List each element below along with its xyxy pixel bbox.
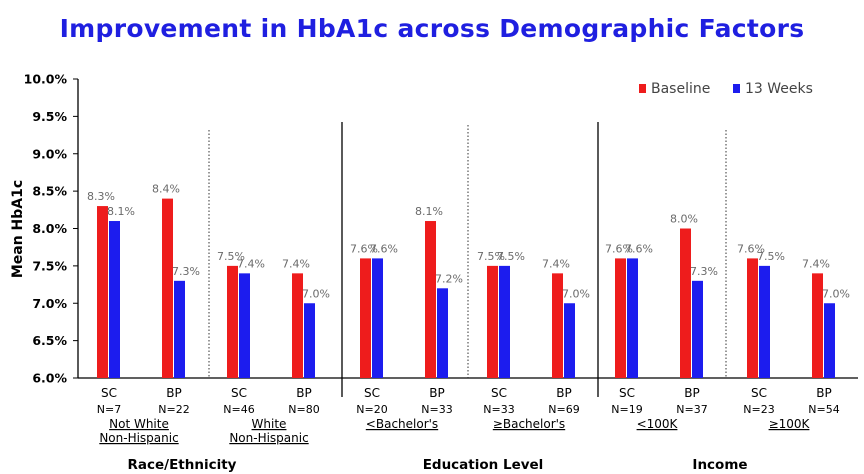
y-tick-label: 8.5% (32, 184, 67, 199)
bar-baseline (487, 265, 498, 378)
sample-size-label: N=37 (676, 403, 707, 416)
sample-size-label: N=69 (548, 403, 579, 416)
bar-13-weeks (824, 303, 835, 378)
legend-label-13-weeks: 13 Weeks (745, 81, 813, 97)
data-label: 8.1% (107, 205, 135, 218)
x-group-label: SC (364, 386, 380, 400)
subgroup-label: Non-Hispanic (99, 431, 178, 445)
y-tick-label: 9.0% (32, 146, 67, 161)
sample-size-label: N=19 (611, 403, 642, 416)
sample-size-label: N=20 (356, 403, 387, 416)
sample-size-label: N=54 (808, 403, 839, 416)
bar-baseline (227, 265, 238, 378)
data-label: 7.6% (370, 242, 398, 255)
bar-baseline (162, 198, 173, 378)
bar-baseline (552, 273, 563, 378)
data-label: 7.3% (690, 265, 718, 278)
x-group-label: BP (684, 386, 699, 400)
data-label: 7.0% (302, 287, 330, 300)
y-axis-label: Mean HbA1c (10, 180, 26, 278)
category-label: Income (692, 457, 747, 473)
bar-baseline (97, 206, 108, 378)
subgroup-label: <100K (637, 417, 679, 431)
bar-13-weeks (759, 265, 770, 378)
data-label: 7.6% (625, 242, 653, 255)
data-label: 7.5% (477, 250, 505, 263)
bar-13-weeks (437, 288, 448, 378)
x-group-label: BP (166, 386, 181, 400)
bar-13-weeks (627, 258, 638, 378)
x-group-label: SC (101, 386, 117, 400)
sample-size-label: N=23 (743, 403, 774, 416)
y-tick-label: 6.5% (32, 333, 67, 348)
data-label: 8.3% (87, 190, 115, 203)
chart-title: Improvement in HbA1c across Demographic … (59, 14, 805, 43)
bar-13-weeks (174, 280, 185, 378)
subgroup-label: Not White (109, 417, 169, 431)
sample-size-label: N=80 (288, 403, 319, 416)
sample-size-label: N=7 (97, 403, 121, 416)
data-label: 7.0% (822, 287, 850, 300)
x-group-label: SC (231, 386, 247, 400)
data-label: 7.5% (217, 250, 245, 263)
data-label: 8.4% (152, 183, 180, 196)
bar-13-weeks (499, 265, 510, 378)
sample-size-label: N=33 (483, 403, 514, 416)
y-tick-label: 7.0% (32, 296, 67, 311)
bar-baseline (425, 221, 436, 378)
bar-baseline (812, 273, 823, 378)
x-group-label: SC (751, 386, 767, 400)
data-label: 7.4% (282, 257, 310, 270)
bar-13-weeks (564, 303, 575, 378)
data-label: 7.6% (605, 242, 633, 255)
data-label: 7.4% (237, 257, 265, 270)
subgroup-label: <Bachelor's (366, 417, 438, 431)
y-tick-label: 8.0% (32, 221, 67, 236)
x-group-label: SC (619, 386, 635, 400)
x-group-label: BP (816, 386, 831, 400)
data-label: 7.2% (435, 272, 463, 285)
legend-swatch-baseline (639, 84, 646, 93)
legend-swatch-13-weeks (733, 84, 740, 93)
data-label: 7.6% (737, 242, 765, 255)
y-tick-label: 10.0% (24, 72, 68, 87)
category-label: Education Level (423, 457, 544, 473)
bar-13-weeks (304, 303, 315, 378)
y-tick-label: 9.5% (32, 109, 67, 124)
data-label: 8.0% (670, 213, 698, 226)
subgroup-label: ≥Bachelor's (493, 417, 565, 431)
bar-baseline (615, 258, 626, 378)
data-label: 8.1% (415, 205, 443, 218)
x-group-label: BP (556, 386, 571, 400)
category-label: Race/Ethnicity (127, 457, 236, 473)
y-tick-label: 7.5% (32, 258, 67, 273)
bar-13-weeks (372, 258, 383, 378)
subgroup-label: Non-Hispanic (229, 431, 308, 445)
y-tick-label: 6.0% (32, 371, 67, 386)
x-group-label: BP (296, 386, 311, 400)
data-label: 7.6% (350, 242, 378, 255)
x-group-label: BP (429, 386, 444, 400)
legend-label-baseline: Baseline (651, 81, 710, 97)
data-label: 7.5% (497, 250, 525, 263)
sample-size-label: N=46 (223, 403, 254, 416)
data-label: 7.4% (802, 257, 830, 270)
bar-baseline (360, 258, 371, 378)
bar-baseline (680, 228, 691, 378)
data-label: 7.4% (542, 257, 570, 270)
sample-size-label: N=22 (158, 403, 189, 416)
subgroup-label: ≥100K (769, 417, 811, 431)
subgroup-label: White (252, 417, 287, 431)
bar-baseline (292, 273, 303, 378)
data-label: 7.0% (562, 287, 590, 300)
bar-13-weeks (692, 280, 703, 378)
bar-13-weeks (239, 273, 250, 378)
sample-size-label: N=33 (421, 403, 452, 416)
bar-baseline (747, 258, 758, 378)
data-label: 7.5% (757, 250, 785, 263)
bar-13-weeks (109, 221, 120, 378)
x-group-label: SC (491, 386, 507, 400)
data-label: 7.3% (172, 265, 200, 278)
